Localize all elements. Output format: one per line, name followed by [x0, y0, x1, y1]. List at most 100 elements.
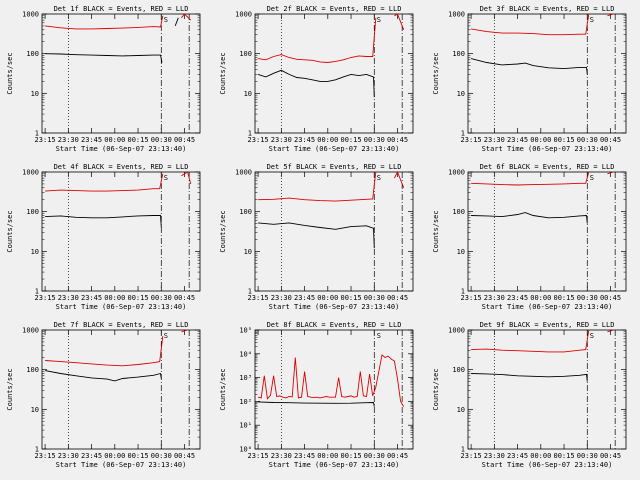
y-tick-label: 1: [248, 288, 252, 296]
x-tick-label: 00:00: [317, 294, 338, 302]
events-series-line: [257, 69, 375, 98]
events-series-line: [45, 215, 162, 228]
time-marker: S: [590, 174, 594, 182]
x-tick-label: 00:45: [387, 136, 408, 144]
y-tick-label: 10: [31, 406, 39, 414]
x-tick-label: 23:15: [248, 294, 269, 302]
lld-series-line: [258, 354, 405, 407]
x-tick-label: 00:15: [128, 294, 149, 302]
lld-series-line: [45, 13, 192, 30]
y-tick-label: 1: [35, 288, 39, 296]
x-tick-label: 00:30: [577, 136, 598, 144]
x-axis-label: Start Time (06-Sep-07 23:13:40): [269, 145, 400, 153]
chart-panel-8: Det 8f BLACK = Events, RED = LLD Counts/s…: [219, 321, 414, 469]
y-tick-label: 10: [457, 406, 465, 414]
y-tick-label: 1000: [448, 327, 465, 335]
x-tick-label: 23:30: [484, 452, 505, 460]
y-tick-label: 10: [244, 248, 252, 256]
lld-series-line: [45, 329, 188, 367]
x-tick-label: 00:00: [530, 136, 551, 144]
y-tick-label: 10⁵: [239, 327, 252, 335]
events-series-line: [45, 17, 179, 63]
x-tick-label: 23:45: [81, 452, 102, 460]
x-axis-label: Start Time (06-Sep-07 23:13:40): [482, 145, 613, 153]
time-marker: S: [164, 332, 168, 340]
time-marker: S: [377, 174, 381, 182]
time-marker: S: [590, 332, 594, 340]
x-tick-label: 00:45: [174, 452, 195, 460]
x-tick-label: 23:30: [484, 294, 505, 302]
y-tick-label: 10: [457, 248, 465, 256]
y-axis-label: Counts/sec: [6, 210, 14, 252]
x-tick-label: 00:45: [600, 452, 621, 460]
chart-panel-5: Det 5f BLACK = Events, RED = LLD Counts/s…: [219, 163, 414, 311]
x-tick-label: 00:45: [600, 136, 621, 144]
y-tick-label: 10: [244, 90, 252, 98]
lld-series-line: [258, 170, 405, 202]
x-axis-label: Start Time (06-Sep-07 23:13:40): [56, 461, 187, 469]
y-tick-label: 10²: [239, 398, 252, 406]
y-tick-label: 100: [26, 208, 39, 216]
y-tick-label: 10⁴: [239, 350, 252, 358]
x-tick-label: 00:15: [341, 294, 362, 302]
x-tick-label: 00:15: [341, 452, 362, 460]
x-tick-label: 00:15: [554, 136, 575, 144]
plot-frame: [254, 171, 414, 292]
plot-frame: [41, 171, 201, 292]
x-tick-label: 00:00: [104, 452, 125, 460]
x-tick-label: 23:30: [58, 136, 79, 144]
lld-series-line: [471, 13, 614, 36]
plot-frame: [254, 329, 414, 450]
y-tick-label: 100: [239, 50, 252, 58]
y-tick-label: 1000: [448, 169, 465, 177]
events-series-line: [258, 222, 375, 249]
y-axis-label: Counts/sec: [219, 52, 227, 94]
y-tick-label: 1000: [235, 11, 252, 19]
chart-panel-7: Det 7f BLACK = Events, RED = LLD Counts/s…: [6, 321, 201, 469]
plot-frame: [254, 13, 414, 134]
x-tick-label: 23:45: [81, 136, 102, 144]
x-tick-label: 23:15: [461, 294, 482, 302]
x-tick-label: 23:30: [271, 294, 292, 302]
x-tick-label: 00:00: [530, 294, 551, 302]
chart-panel-4: Det 4f BLACK = Events, RED = LLD Counts/s…: [6, 163, 201, 311]
x-axis-label: Start Time (06-Sep-07 23:13:40): [482, 303, 613, 311]
plot-frame: [467, 329, 627, 450]
x-tick-label: 00:45: [174, 294, 195, 302]
y-tick-label: 1000: [448, 11, 465, 19]
lld-series-line: [45, 171, 192, 192]
chart-title: Det 8f BLACK = Events, RED = LLD: [267, 321, 402, 329]
x-axis-label: Start Time (06-Sep-07 23:13:40): [269, 303, 400, 311]
y-tick-label: 1: [461, 288, 465, 296]
x-tick-label: 00:30: [364, 294, 385, 302]
time-marker: S: [164, 16, 168, 24]
y-tick-label: 1000: [22, 169, 39, 177]
x-axis-label: Start Time (06-Sep-07 23:13:40): [56, 303, 187, 311]
chart-panel-1: Det 1f BLACK = Events, RED = LLD Counts/s…: [6, 5, 201, 153]
x-tick-label: 23:45: [294, 136, 315, 144]
chart-title: Det 1f BLACK = Events, RED = LLD: [54, 5, 189, 13]
x-tick-label: 00:15: [128, 136, 149, 144]
x-tick-label: 00:45: [387, 294, 408, 302]
x-tick-label: 23:15: [35, 452, 56, 460]
chart-panel-6: Det 6f BLACK = Events, RED = LLD Counts/s…: [432, 163, 627, 311]
x-tick-label: 23:15: [248, 452, 269, 460]
x-tick-label: 00:00: [104, 294, 125, 302]
chart-title: Det 2f BLACK = Events, RED = LLD: [267, 5, 402, 13]
x-tick-label: 23:30: [271, 136, 292, 144]
x-tick-label: 00:00: [530, 452, 551, 460]
y-axis-label: Counts/sec: [432, 210, 440, 252]
x-tick-label: 23:45: [507, 452, 528, 460]
y-tick-label: 10: [31, 248, 39, 256]
y-axis-label: Counts/sec: [6, 52, 14, 94]
x-tick-label: 23:15: [248, 136, 269, 144]
plot-frame: [41, 329, 201, 450]
chart-panel-3: Det 3f BLACK = Events, RED = LLD Counts/s…: [432, 5, 627, 153]
x-tick-label: 00:30: [364, 452, 385, 460]
x-tick-label: 23:45: [81, 294, 102, 302]
y-tick-label: 10: [457, 90, 465, 98]
y-tick-label: 1: [248, 130, 252, 138]
x-tick-label: 00:15: [554, 294, 575, 302]
x-tick-label: 00:30: [577, 294, 598, 302]
events-series-line: [45, 370, 162, 382]
